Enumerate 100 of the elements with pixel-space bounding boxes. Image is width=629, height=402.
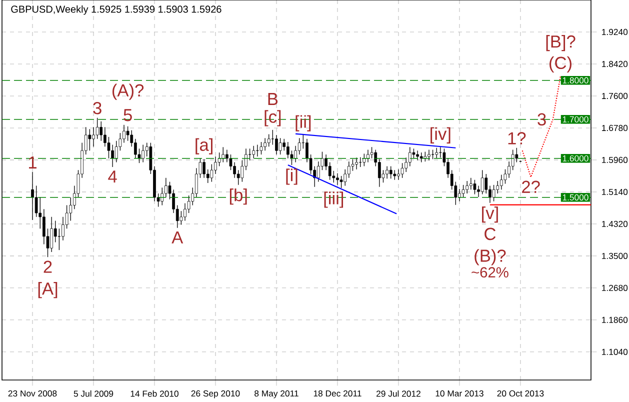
annotation: [v]	[482, 206, 498, 223]
candlestick	[336, 172, 339, 186]
candlestick	[275, 134, 278, 155]
annotation: 1	[29, 156, 36, 168]
x-tick-label: 5 Jul 2009	[74, 390, 114, 397]
candlestick	[34, 185, 38, 218]
candlestick	[492, 184, 496, 202]
candlestick	[500, 174, 503, 190]
candlestick	[420, 152, 423, 163]
candlestick	[160, 187, 164, 206]
text: GBPUSD,Weekly 1.5925 1.5939 1.5903 1.5926	[11, 5, 222, 15]
candlestick	[267, 134, 270, 148]
y-tick-label: 1.8420	[602, 60, 628, 68]
annotation: 4	[108, 170, 117, 182]
candlestick	[386, 166, 388, 180]
candlestick	[180, 210, 183, 226]
candlestick	[252, 146, 256, 159]
annotation: (A)?	[112, 84, 144, 100]
candlestick	[484, 174, 488, 194]
annotation: A	[172, 231, 184, 244]
candlestick	[69, 197, 72, 222]
candlestick	[431, 149, 434, 160]
ref-line-label: 1.7000	[562, 116, 588, 122]
candlestick	[260, 142, 263, 155]
candlestick	[348, 161, 350, 178]
candlestick	[328, 162, 332, 180]
candlestick	[31, 172, 34, 220]
y-tick-label: 1.9240	[602, 28, 628, 36]
candlestick	[226, 149, 228, 163]
candlestick	[366, 149, 370, 163]
candlestick	[142, 144, 144, 163]
candlestick	[515, 148, 518, 163]
y-tick-label: 1.1860	[602, 316, 628, 323]
x-tick-label: 18 Dec 2011	[314, 390, 362, 397]
candlestick	[496, 180, 500, 194]
candlestick	[184, 202, 186, 222]
candlestick	[88, 128, 92, 151]
candlestick	[278, 138, 282, 155]
candlestick	[114, 140, 118, 163]
candlestick	[412, 148, 416, 159]
candlestick	[298, 138, 301, 155]
y-tick-label: 1.6780	[602, 124, 628, 132]
candlestick	[134, 138, 137, 159]
candlestick	[317, 161, 320, 182]
annotation: 1?	[508, 132, 526, 144]
candlestick	[397, 168, 400, 180]
y-tick-label: 1.5960	[602, 156, 628, 164]
annotation: (C)	[550, 56, 572, 72]
annotation: 5	[124, 109, 132, 122]
x-tick-label: 29 Jul 2012	[376, 390, 420, 397]
candlestick	[164, 178, 168, 198]
x-tick-label: 10 Mar 2013	[436, 390, 484, 397]
candlestick	[340, 176, 343, 188]
candlestick	[187, 195, 190, 214]
candlestick	[294, 146, 297, 163]
candlestick	[393, 170, 396, 180]
ref-line-label: 1.6000	[562, 155, 588, 162]
x-tick-label: 20 Oct 2013	[497, 390, 544, 397]
candlestick	[126, 126, 130, 142]
candlestick	[416, 150, 419, 161]
annotation: 2	[44, 260, 52, 273]
candlestick	[370, 146, 374, 159]
candlestick	[462, 184, 465, 198]
annotation: B	[268, 93, 278, 105]
candlestick	[344, 168, 347, 186]
annotation: [ii]	[296, 115, 311, 132]
annotation: [iv]	[430, 127, 450, 144]
annotation: 3	[93, 102, 102, 114]
x-tick-label: 26 Sep 2010	[191, 390, 240, 398]
annotation: 3	[538, 113, 546, 126]
candlestick	[42, 208, 46, 245]
candlestick	[222, 146, 225, 163]
ref-line-label: 1.8000	[562, 77, 588, 84]
candlestick	[480, 170, 484, 195]
x-tick-label: 8 May 2011	[254, 390, 298, 398]
candlestick	[473, 180, 476, 195]
y-tick-label: 1.7600	[602, 92, 628, 100]
candlestick	[111, 144, 114, 168]
candlestick	[389, 166, 392, 180]
y-tick-label: 1.4320	[602, 220, 628, 227]
annotation: [A]	[38, 282, 58, 298]
y-tick-label: 1.2680	[602, 284, 628, 291]
annotation: [a]	[196, 138, 212, 154]
candlestick	[122, 124, 126, 144]
annotation: C	[484, 228, 496, 240]
candlestick	[511, 149, 514, 170]
ref-line-label: 1.5000	[562, 194, 588, 200]
candlestick	[233, 162, 236, 178]
candlestick	[458, 188, 461, 202]
candlestick	[428, 149, 430, 161]
y-tick-label: 1.1040	[602, 348, 628, 355]
annotation: ~62%	[472, 267, 508, 278]
candlestick	[282, 138, 286, 151]
candlestick	[92, 126, 95, 148]
candlestick	[104, 126, 106, 148]
candlestick	[286, 142, 290, 159]
candlestick	[400, 162, 404, 178]
candlestick	[408, 146, 412, 167]
annotation: 2?	[522, 180, 540, 193]
x-tick-label: 14 Feb 2010	[130, 390, 178, 397]
